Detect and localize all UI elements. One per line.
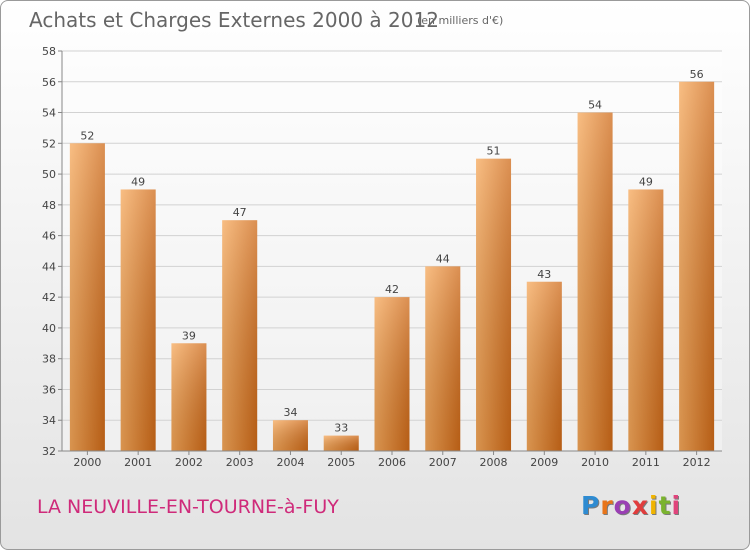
y-tick-label: 34 bbox=[42, 414, 56, 427]
logo-letter: o bbox=[613, 491, 632, 520]
bar-shade bbox=[222, 220, 258, 451]
x-tick-label: 2000 bbox=[73, 456, 101, 469]
x-tick-label: 2006 bbox=[378, 456, 406, 469]
x-tick-label: 2008 bbox=[480, 456, 508, 469]
axes bbox=[58, 50, 722, 455]
bars bbox=[69, 81, 715, 452]
bar-value-label: 44 bbox=[436, 252, 450, 265]
x-tick-label: 2009 bbox=[530, 456, 558, 469]
bar-shade bbox=[120, 189, 156, 451]
logo-letter: P bbox=[581, 491, 601, 520]
bar-shade bbox=[374, 297, 410, 451]
x-tick-label: 2005 bbox=[327, 456, 355, 469]
bar-shade bbox=[69, 143, 105, 452]
y-tick-label: 44 bbox=[42, 260, 56, 273]
x-tick-label: 2003 bbox=[226, 456, 254, 469]
bar-value-label: 33 bbox=[334, 422, 348, 435]
bar-value-label: 52 bbox=[80, 129, 94, 142]
x-tick-label: 2004 bbox=[276, 456, 304, 469]
bar-shade bbox=[679, 81, 715, 452]
y-tick-label: 32 bbox=[42, 445, 56, 458]
bar-shade bbox=[425, 266, 461, 451]
proxiti-logo: Proxiti bbox=[581, 491, 681, 520]
x-tick-label: 2010 bbox=[581, 456, 609, 469]
bar-shade bbox=[577, 112, 613, 452]
logo-letter: x bbox=[631, 491, 649, 520]
logo-letter: i bbox=[649, 491, 659, 520]
bar-value-label: 56 bbox=[690, 68, 704, 81]
logo-letter: t bbox=[658, 491, 672, 520]
bar-shade bbox=[628, 189, 664, 451]
y-tick-label: 50 bbox=[42, 168, 56, 181]
y-tick-label: 56 bbox=[42, 76, 56, 89]
bar-value-label: 34 bbox=[283, 406, 297, 419]
chart-title: Achats et Charges Externes 2000 à 2012 bbox=[29, 8, 439, 32]
x-tick-label: 2001 bbox=[124, 456, 152, 469]
bar-value-label: 47 bbox=[233, 206, 247, 219]
bar-value-label: 51 bbox=[487, 145, 501, 158]
x-tick-label: 2002 bbox=[175, 456, 203, 469]
y-tick-label: 52 bbox=[42, 137, 56, 150]
commune-name: LA NEUVILLE-EN-TOURNE-à-FUY bbox=[37, 496, 339, 518]
bar-shade bbox=[272, 420, 308, 451]
bar-shade bbox=[476, 158, 512, 451]
labels: 32 34 36 38 40 42 44 46 48 50 52 54 56 58 52 2000 49 2001… bbox=[42, 45, 711, 469]
y-tick-label: 36 bbox=[42, 383, 56, 396]
chart-unit: (en milliers d'€) bbox=[417, 14, 504, 27]
bar-shade bbox=[526, 281, 562, 451]
y-tick-label: 54 bbox=[42, 107, 56, 120]
bar-value-label: 49 bbox=[639, 175, 653, 188]
bar-value-label: 54 bbox=[588, 99, 602, 112]
bar-value-label: 42 bbox=[385, 283, 399, 296]
bar-value-label: 39 bbox=[182, 329, 196, 342]
x-tick-label: 2011 bbox=[632, 456, 660, 469]
y-tick-label: 42 bbox=[42, 291, 56, 304]
logo-letter: i bbox=[671, 491, 682, 520]
bar-value-label: 43 bbox=[537, 268, 551, 281]
x-tick-label: 2007 bbox=[429, 456, 457, 469]
y-tick-label: 40 bbox=[42, 322, 56, 335]
y-tick-label: 58 bbox=[42, 45, 56, 58]
y-tick-label: 38 bbox=[42, 353, 56, 366]
bar-shade bbox=[171, 343, 207, 451]
y-tick-label: 46 bbox=[42, 230, 56, 243]
bar-value-label: 49 bbox=[131, 175, 145, 188]
x-tick-label: 2012 bbox=[683, 456, 711, 469]
bar-shade bbox=[323, 435, 359, 451]
logo-letter: r bbox=[600, 491, 614, 520]
y-tick-label: 48 bbox=[42, 199, 56, 212]
